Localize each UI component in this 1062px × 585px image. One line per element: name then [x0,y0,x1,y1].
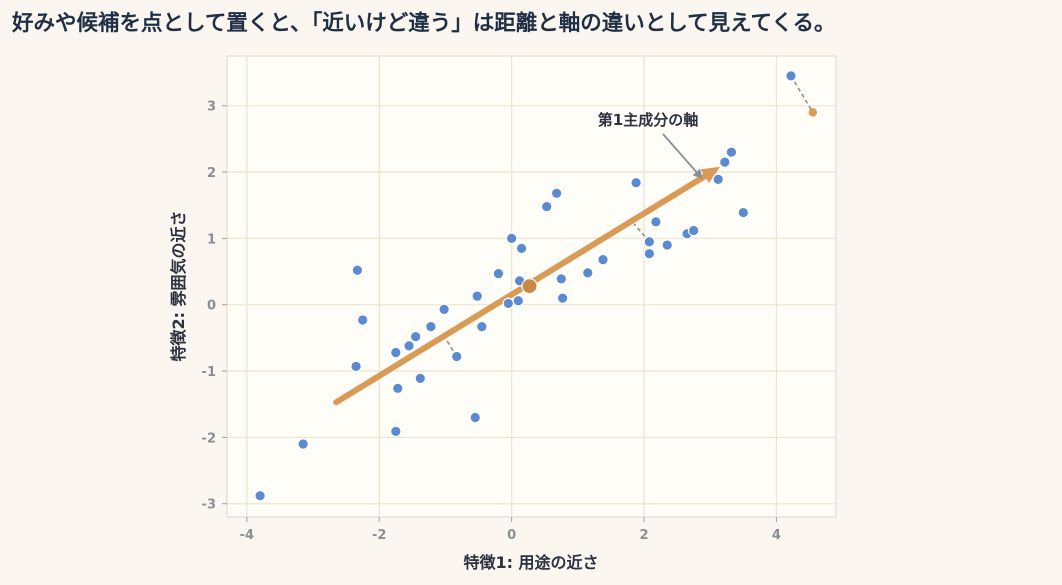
data-point [650,216,662,228]
center-point [521,278,538,295]
data-point [492,267,505,280]
data-point [597,253,609,266]
data-point [350,360,362,373]
data-point [254,489,266,502]
data-point [414,372,427,385]
data-point [505,232,518,245]
data-point [502,297,515,310]
data-point [297,438,309,450]
data-point [643,235,656,248]
data-point [471,290,484,302]
data-point [391,382,404,395]
y-tick-label: -2 [202,431,216,446]
annotation-label: 第1主成分の軸 [598,111,698,129]
annotation-group: 第1主成分の軸 [598,111,703,179]
data-point [403,340,415,352]
data-point [389,346,402,359]
data-point [556,292,569,304]
y-tick-label: 0 [207,299,216,314]
x-axis-label: 特徴1: 用途の近さ [463,553,598,572]
data-points [254,70,818,502]
data-point [630,176,642,189]
data-point [476,320,488,333]
y-tick-label: 1 [207,232,216,247]
x-tick-label: -2 [372,528,386,543]
data-point [725,146,738,158]
data-point [555,273,568,285]
data-point [550,187,563,200]
data-point [438,303,450,316]
pc1-axis-arrowhead [700,166,721,184]
y-tick-label: -1 [202,365,216,380]
x-tick-label: 0 [507,528,516,543]
x-tick-label: -4 [240,528,254,543]
x-tick-label: 4 [772,528,781,543]
data-point [687,224,700,237]
data-point [409,330,422,343]
pc1-axis-line [333,173,708,406]
data-point [661,239,674,251]
annotation-arrow [662,133,698,173]
x-tick-label: 2 [640,528,649,543]
data-point [712,173,724,186]
data-point [718,156,731,168]
data-point [737,206,750,219]
data-point [643,247,656,260]
data-point [351,264,364,277]
data-point [785,70,797,82]
data-point [512,294,525,307]
data-point [450,350,463,363]
projection-line [790,75,814,113]
pc1-axis [333,166,721,406]
projected-point [808,108,818,117]
grid [227,56,836,517]
data-point [389,425,402,438]
y-tick-label: 3 [207,100,216,115]
y-tick-label: 2 [207,166,216,181]
chart-title: 好みや候補を点として置くと、「近いけど違う」は距離と軸の違いとして見えてくる。 [12,11,836,36]
y-tick-label: -3 [202,498,216,513]
data-point [425,320,437,333]
annotation-arrowhead [692,168,703,179]
y-ticks: -3 -2 -1 0 1 2 3 [202,100,227,513]
data-point [581,267,594,279]
y-axis-label: 特徴2: 雰囲気の近さ [169,210,188,361]
data-point [515,242,528,255]
data-point [540,200,553,213]
x-ticks: -4 -2 0 2 4 [240,517,781,543]
data-point [356,314,369,326]
data-point [469,411,482,424]
